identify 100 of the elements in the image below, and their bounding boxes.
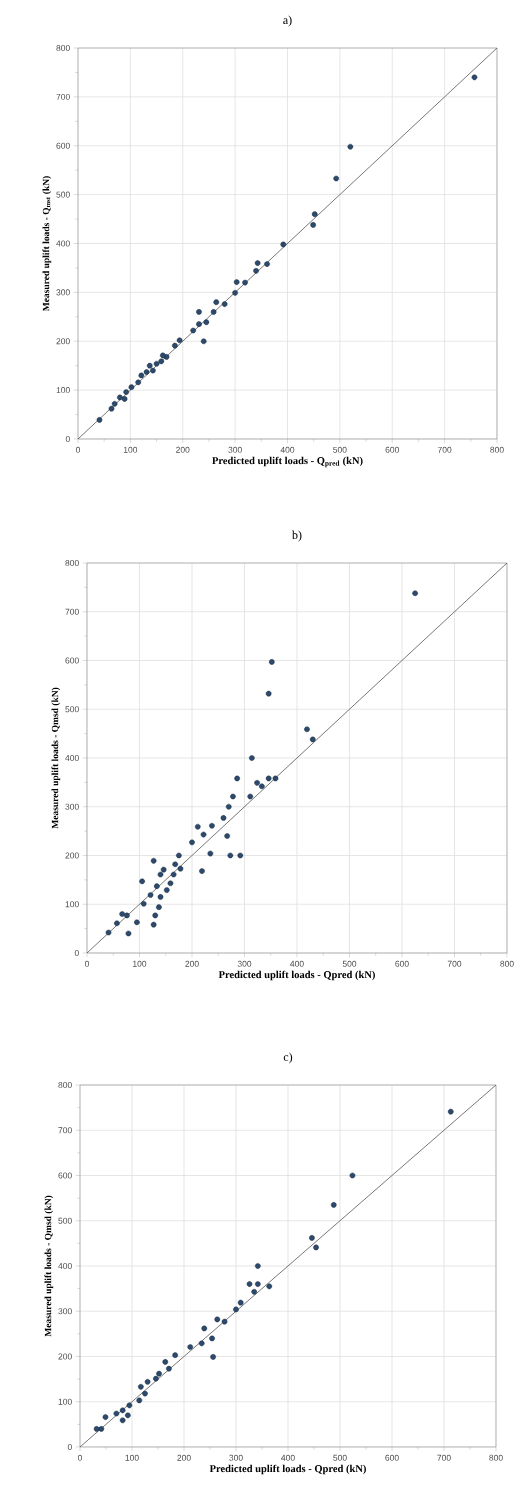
point xyxy=(313,1244,319,1251)
point xyxy=(124,912,130,919)
point xyxy=(254,260,261,266)
point xyxy=(237,852,244,859)
point xyxy=(119,911,125,917)
point xyxy=(139,878,145,885)
point xyxy=(176,852,182,859)
x-axis-title: Predicted uplift loads - Qpred (kN) xyxy=(209,1464,366,1475)
point xyxy=(138,1384,144,1390)
y-axis-title: Measured uplift loads - Qmsd (kN) xyxy=(44,1195,54,1337)
point xyxy=(210,309,217,315)
y-tick-label: 700 xyxy=(58,1127,72,1134)
point xyxy=(119,1407,126,1414)
point xyxy=(190,327,197,334)
point xyxy=(187,1344,194,1350)
y-tick-label: 700 xyxy=(65,608,79,615)
point xyxy=(177,865,184,872)
point xyxy=(96,417,103,423)
x-axis-title: Predicted uplift loads - Q$_{pred}$ (kN) xyxy=(212,456,363,468)
point xyxy=(154,883,160,889)
x-tick-label: 200 xyxy=(177,1454,191,1461)
y-axis-title: Measured uplift loads - Q$_{mst}$ (kN) xyxy=(42,176,52,312)
chart-title: c) xyxy=(283,1052,293,1064)
point xyxy=(121,396,128,402)
y-tick-label: 200 xyxy=(56,338,70,345)
x-tick-label: 400 xyxy=(280,446,295,453)
point xyxy=(125,930,132,937)
y-axis-title: Measured uplift loads - Qmsd (kN) xyxy=(51,687,61,829)
point xyxy=(255,1281,261,1287)
point xyxy=(207,850,214,857)
y-tick-label: 800 xyxy=(58,1081,72,1088)
y-tick-label: 500 xyxy=(56,191,70,198)
point xyxy=(232,290,238,296)
point xyxy=(230,793,236,800)
point xyxy=(233,1306,239,1313)
point xyxy=(194,823,201,830)
x-tick-label: 800 xyxy=(489,1454,503,1461)
y-tick-label: 500 xyxy=(65,706,79,713)
y-tick-label: 0 xyxy=(65,435,70,442)
point xyxy=(157,894,164,900)
point xyxy=(333,175,339,182)
point xyxy=(198,1340,205,1347)
x-tick-label: 600 xyxy=(385,1454,399,1461)
x-tick-label: 400 xyxy=(281,1454,295,1461)
y-tick-label: 100 xyxy=(58,1398,72,1405)
point xyxy=(134,919,140,926)
point xyxy=(265,775,272,782)
point xyxy=(265,690,272,697)
point xyxy=(225,803,232,810)
x-tick-label: 700 xyxy=(437,446,452,453)
chart-title: b) xyxy=(292,530,302,542)
y-tick-label: 0 xyxy=(74,949,79,956)
point xyxy=(196,309,202,315)
point xyxy=(264,261,270,267)
point xyxy=(309,736,316,743)
x-tick-label: 500 xyxy=(333,446,347,453)
x-tick-label: 100 xyxy=(133,960,147,967)
point xyxy=(147,892,154,898)
point xyxy=(157,871,164,878)
point xyxy=(471,74,478,81)
point xyxy=(304,726,310,733)
x-tick-label: 0 xyxy=(84,960,90,967)
x-tick-label: 300 xyxy=(237,960,252,967)
point xyxy=(447,1108,454,1115)
point xyxy=(214,1316,221,1323)
point xyxy=(150,858,157,864)
point xyxy=(150,921,157,928)
point xyxy=(268,659,275,665)
point xyxy=(254,780,260,786)
x-axis-title: Predicted uplift loads - Qpred (kN) xyxy=(218,970,375,981)
point xyxy=(108,405,115,412)
point xyxy=(309,1235,315,1241)
point xyxy=(200,831,207,838)
y-tick-label: 700 xyxy=(56,93,70,100)
point xyxy=(176,337,183,344)
point xyxy=(111,401,118,407)
x-tick-label: 800 xyxy=(490,446,504,453)
point xyxy=(143,369,150,375)
x-tick-label: 600 xyxy=(385,446,399,453)
point xyxy=(156,904,162,910)
point xyxy=(203,319,210,325)
x-tick-label: 300 xyxy=(228,446,242,453)
point xyxy=(234,775,240,782)
point xyxy=(140,900,147,907)
y-tick-label: 300 xyxy=(56,289,70,296)
point xyxy=(200,338,207,345)
chart-title: a) xyxy=(283,15,292,27)
point xyxy=(209,822,215,829)
point xyxy=(172,861,178,868)
point xyxy=(93,1426,100,1432)
point xyxy=(166,1365,172,1372)
point xyxy=(221,301,228,307)
point xyxy=(119,1417,126,1424)
point xyxy=(150,367,156,374)
point xyxy=(164,887,170,893)
point xyxy=(349,1172,356,1179)
point xyxy=(347,143,354,150)
y-tick-label: 100 xyxy=(56,387,70,394)
y-tick-label: 600 xyxy=(58,1172,72,1179)
point xyxy=(98,1426,105,1432)
